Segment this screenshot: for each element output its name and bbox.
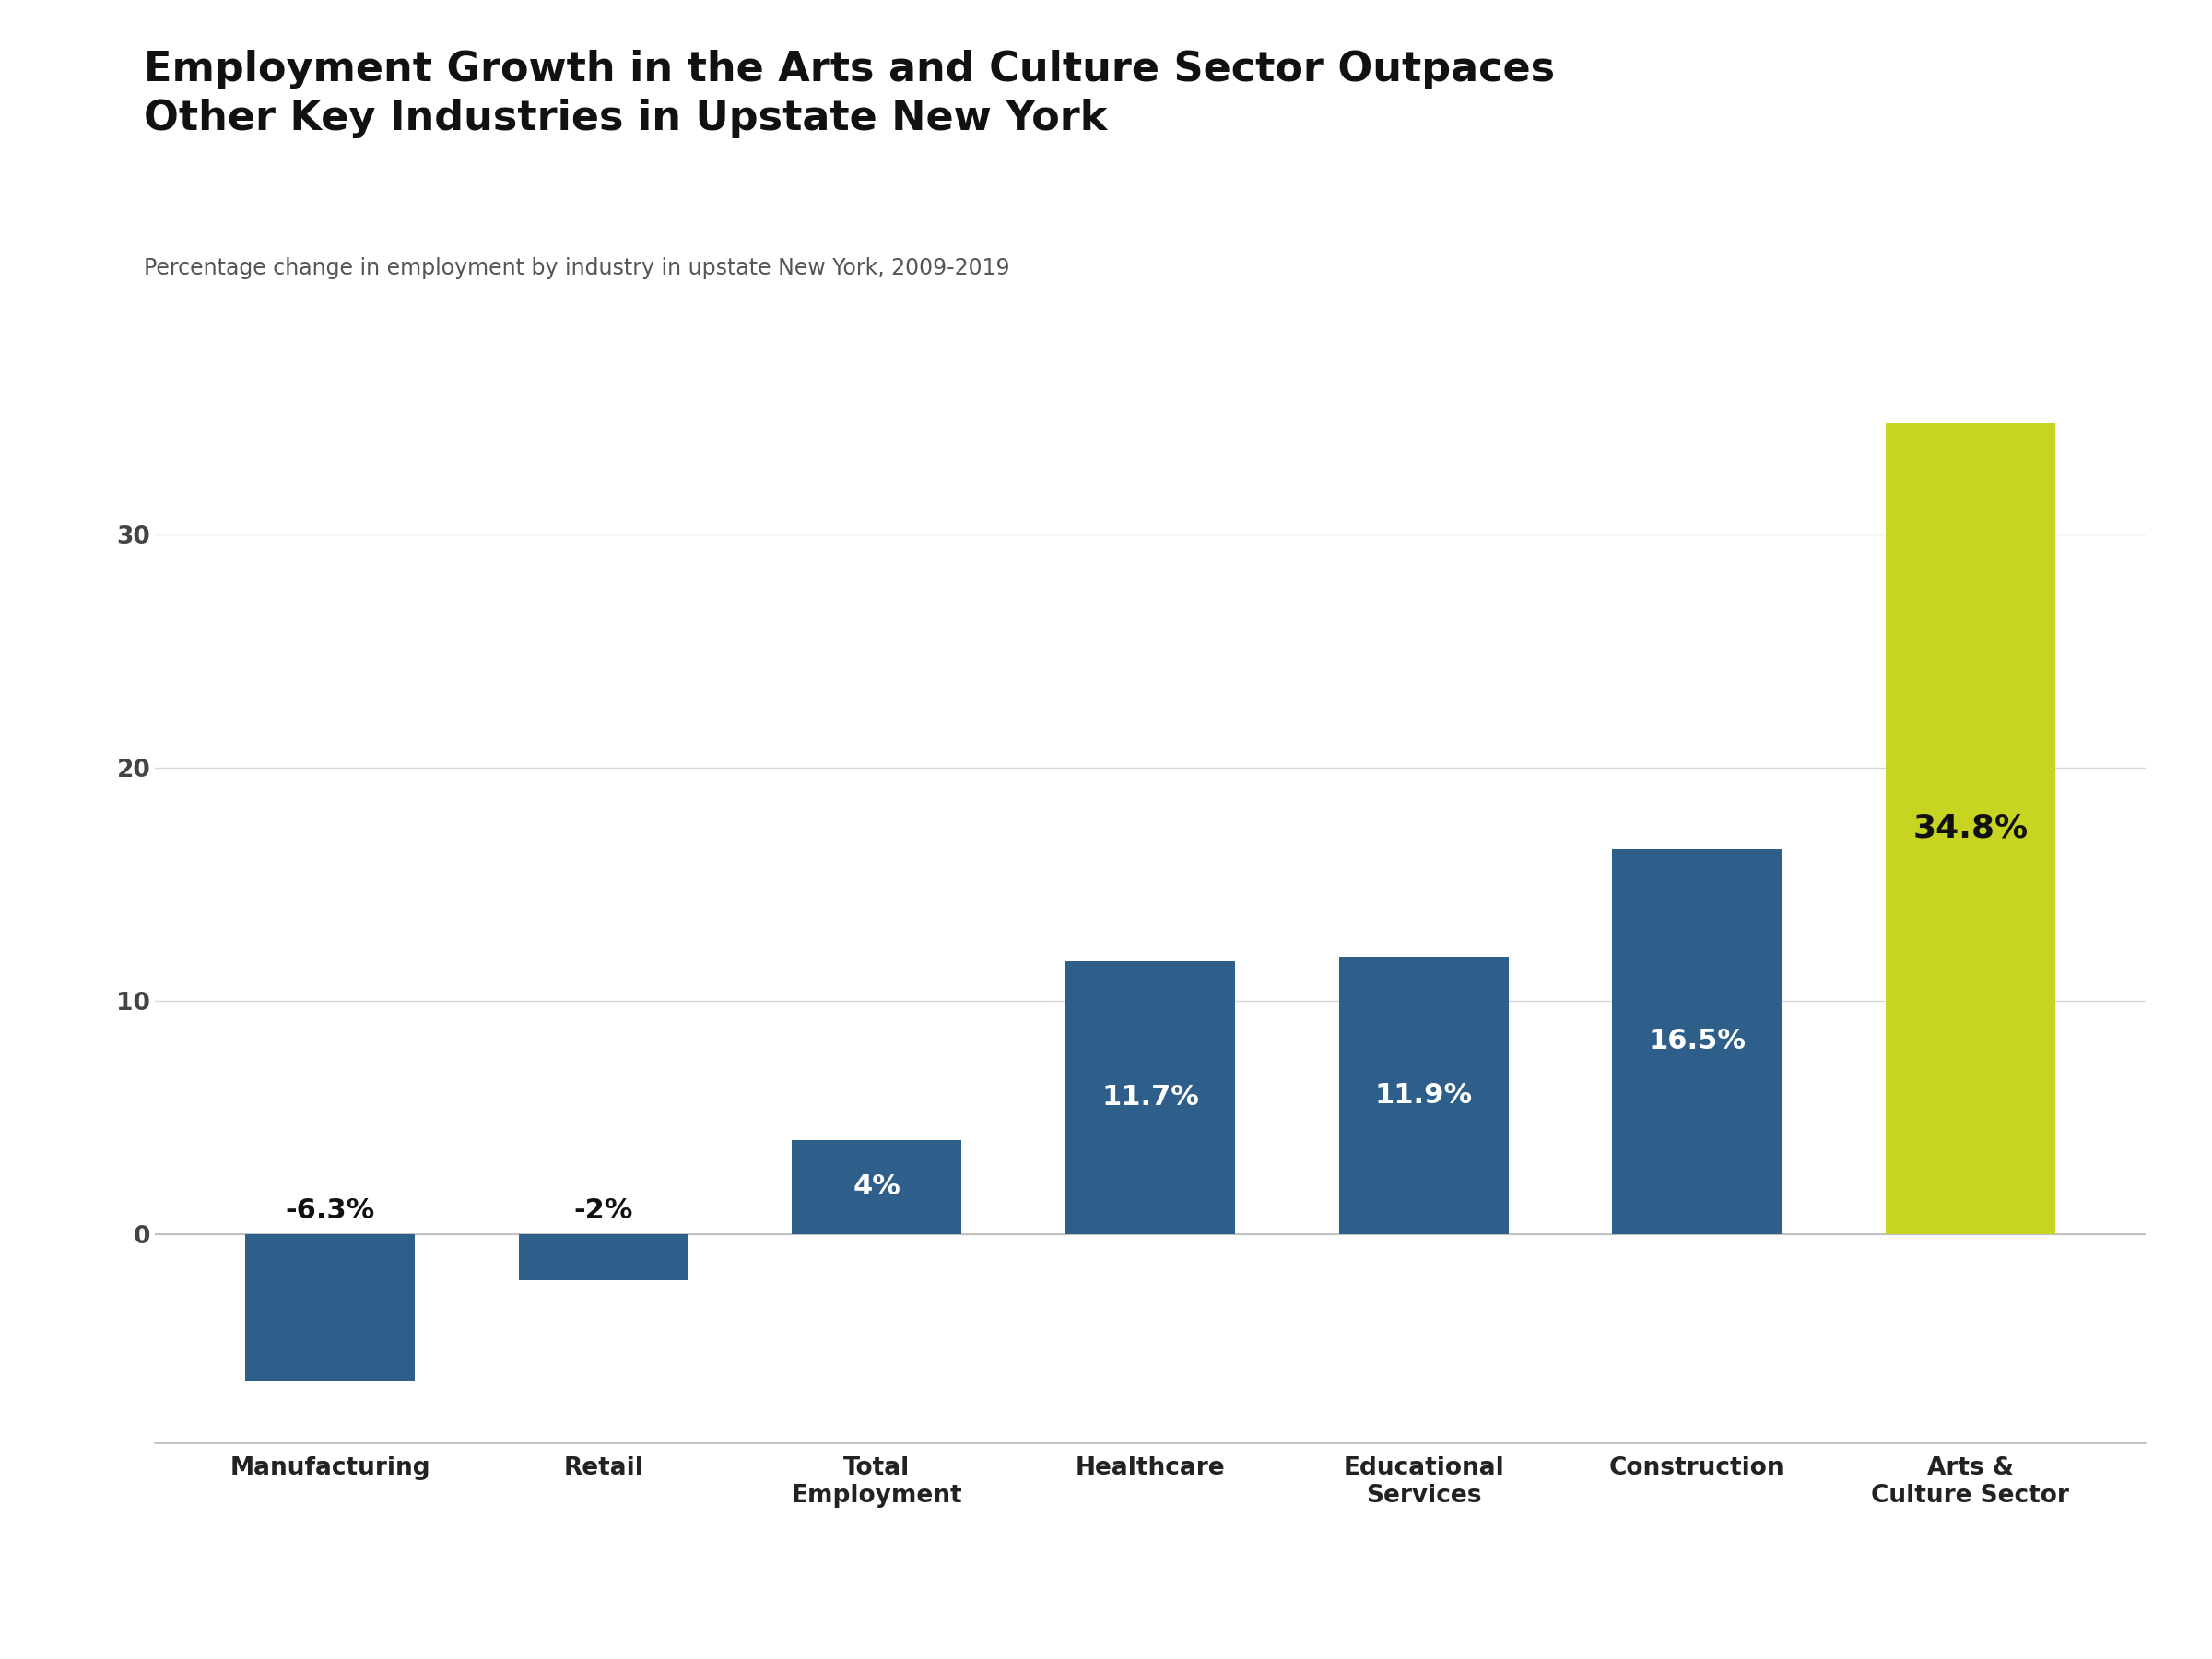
Text: 34.8%: 34.8% bbox=[1913, 813, 2028, 844]
Bar bbox=[1885, 423, 2055, 1234]
Text: 16.5%: 16.5% bbox=[1648, 1029, 1745, 1055]
Bar bbox=[1066, 961, 1234, 1234]
Text: 11.9%: 11.9% bbox=[1374, 1082, 1473, 1108]
Text: 11.7%: 11.7% bbox=[1102, 1083, 1199, 1112]
Bar bbox=[792, 1140, 962, 1234]
Bar bbox=[1338, 957, 1509, 1234]
Text: -6.3%: -6.3% bbox=[285, 1198, 374, 1224]
Text: Employment Growth in the Arts and Culture Sector Outpaces
Other Key Industries i: Employment Growth in the Arts and Cultur… bbox=[144, 50, 1555, 138]
Text: 4%: 4% bbox=[854, 1173, 900, 1201]
Bar bbox=[520, 1234, 688, 1281]
Bar bbox=[1613, 849, 1781, 1234]
Bar bbox=[246, 1234, 416, 1380]
Text: -2%: -2% bbox=[573, 1198, 633, 1224]
Text: Percentage change in employment by industry in upstate New York, 2009-2019: Percentage change in employment by indus… bbox=[144, 257, 1009, 279]
